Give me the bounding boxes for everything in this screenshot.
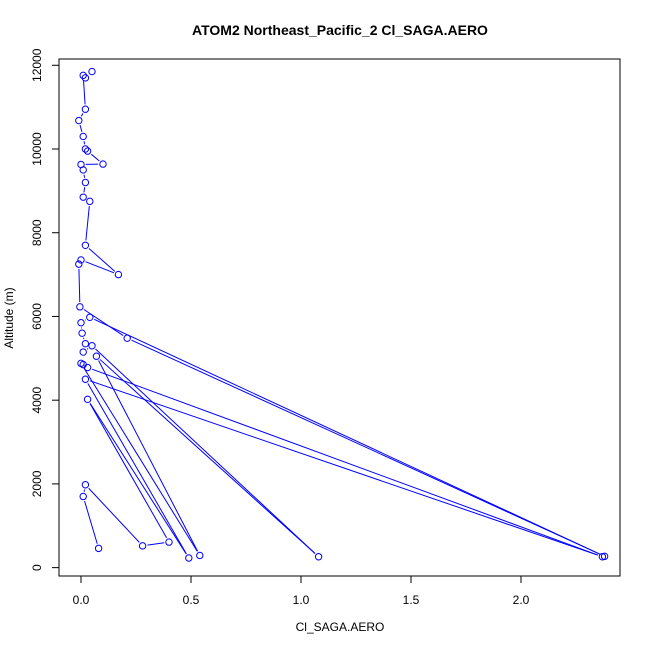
series-layer [75,67,609,562]
series-segment [95,348,316,554]
y-tick-label: 0 [30,564,44,571]
series-segment [83,141,86,145]
plot-frame [58,58,621,577]
x-tick-label: 0.5 [183,593,200,607]
series-segment [85,206,90,241]
x-tick-label: 1.5 [403,593,420,607]
data-point [79,348,87,356]
y-tick-label: 4000 [30,387,44,414]
chart-title: ATOM2 Northeast_Pacific_2 Cl_SAGA.AERO [192,22,488,38]
data-point [99,160,107,168]
data-point [165,538,173,546]
data-point [88,67,96,76]
data-point [598,553,607,561]
data-point [185,554,193,562]
series-segment [89,403,168,539]
x-tick-label: 2.0 [513,593,530,607]
series-segment [83,187,86,193]
data-point [196,551,204,560]
y-tick-label: 8000 [30,219,44,246]
y-tick-label: 2000 [30,470,44,497]
data-point [79,492,87,501]
x-tick-label: 0.0 [73,593,90,607]
data-point [83,147,92,155]
data-point [79,71,87,80]
data-point [77,256,85,264]
data-point [79,166,87,174]
data-point [76,303,84,311]
data-point [81,481,90,489]
y-tick-label: 10000 [30,132,44,166]
series-segment [83,309,124,336]
data-point [79,132,87,141]
data-point [78,329,86,337]
data-point [81,241,90,249]
series-segment [93,318,601,555]
series-segment [80,113,84,117]
data-point [114,270,123,279]
series-segment [147,542,165,546]
data-point [77,319,85,327]
series-segment [86,348,89,350]
data-point [83,395,92,404]
data-point [86,197,94,206]
series-segment [98,360,199,552]
series-segment [84,500,98,544]
series-segment [79,125,83,132]
x-axis-label: Cl_SAGA.AERO [296,620,385,634]
data-point [75,116,83,125]
series-segment [88,248,116,272]
data-point [92,352,101,360]
series-segment [83,174,86,178]
y-tick-label: 12000 [30,48,44,82]
data-point [81,375,90,383]
series-segment [85,261,115,274]
series-segment [78,268,81,303]
series-segment [131,339,601,555]
series-segment [83,80,86,105]
data-point [79,193,87,201]
series-segment [87,383,187,555]
x-tick-label: 1.0 [293,593,310,607]
series-segment [83,367,198,552]
x-axis: 0.0 0.5 1.0 1.5 2.0 [73,575,530,607]
y-axis: 0 2000 4000 6000 8000 10000 12000 [30,48,60,571]
data-point [83,363,92,372]
data-point [138,542,147,550]
series-segment [89,380,599,556]
data-point [75,260,83,268]
series-segment [88,487,140,543]
data-point [81,178,90,187]
data-point [88,342,96,350]
y-axis-label: Altitude (m) [2,287,16,348]
series-segment [89,403,187,555]
data-point [94,544,103,553]
data-point [123,334,131,342]
series-segment [91,368,599,556]
data-point [81,145,90,153]
data-point [81,105,90,113]
series-segment [99,359,316,554]
data-point [81,339,90,348]
y-tick-label: 6000 [30,303,44,330]
data-point [86,313,94,321]
data-point [314,553,323,561]
series-segment [90,153,100,162]
data-point [81,74,90,82]
